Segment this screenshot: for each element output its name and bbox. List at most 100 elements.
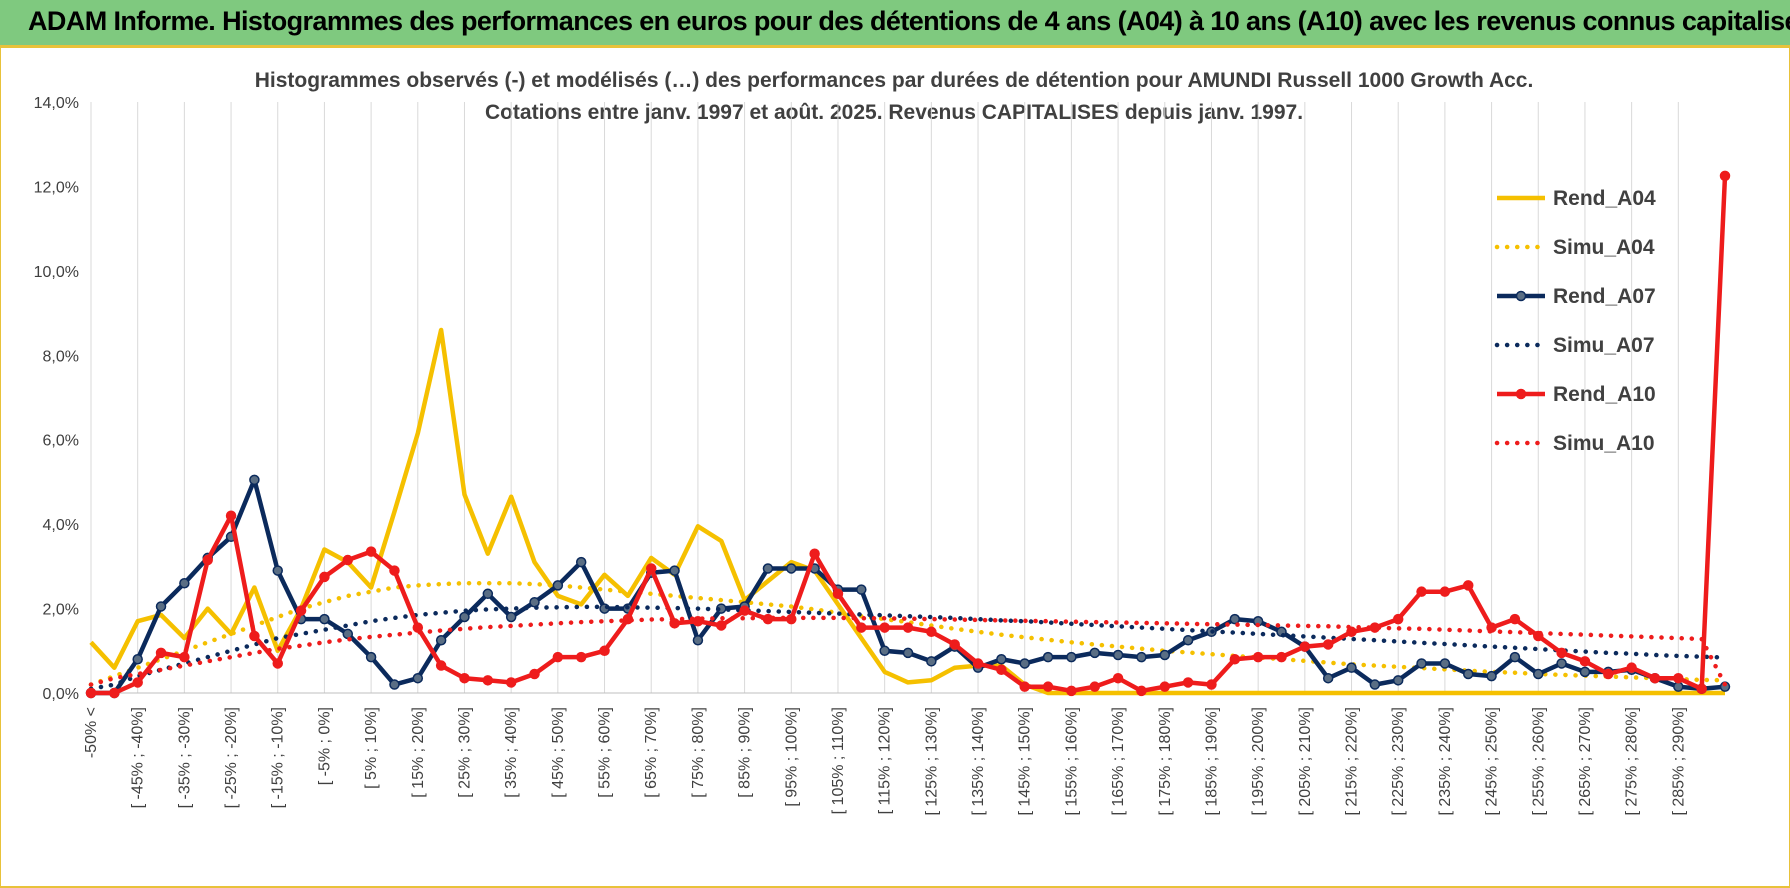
x-tick-label: [ 235% ; 240%]	[1437, 707, 1454, 816]
point-Rend_A07	[505, 611, 517, 623]
x-axis: -50% < [ -45% ; -40%] [ -35% ; -30%] [ -25%…	[83, 707, 1687, 816]
point-Rend_A10	[575, 651, 587, 663]
x-tick-label: [ 195% ; 200%]	[1250, 707, 1267, 816]
legend-label-Simu_A04: Simu_A04	[1553, 236, 1655, 259]
series-line-Simu_A04	[88, 580, 1728, 687]
point-Rend_A10	[1579, 656, 1591, 667]
point-Rend_A07	[482, 588, 494, 600]
point-Rend_A10	[295, 605, 307, 616]
point-Rend_A10	[342, 554, 354, 566]
point-Rend_A07	[552, 580, 564, 591]
point-Rend_A07	[1346, 662, 1357, 673]
banner-title: ADAM Informe. Histogrammes des performan…	[28, 6, 1790, 36]
point-Rend_A07	[669, 565, 680, 576]
point-Rend_A07	[902, 647, 914, 659]
legend-label-Simu_A07: Simu_A07	[1553, 334, 1655, 357]
point-Rend_A10	[879, 622, 890, 633]
point-Rend_A10	[902, 622, 914, 633]
point-Rend_A07	[575, 556, 587, 568]
point-Rend_A10	[109, 687, 120, 699]
point-Rend_A10	[459, 672, 470, 684]
x-tick-label: [ -5% ; 0%]	[316, 707, 333, 785]
point-Rend_A07	[132, 653, 143, 665]
point-Rend_A07	[692, 634, 704, 646]
point-Rend_A10	[1042, 681, 1054, 692]
point-Rend_A07	[249, 474, 260, 486]
point-Rend_A10	[552, 651, 564, 663]
x-tick-label: [ -45% ; -40%]	[130, 707, 147, 808]
point-Rend_A07	[926, 656, 937, 667]
gridlines	[90, 102, 1725, 694]
legend: Rend_A04 Simu_A04 Rend_A07 Simu_A07 Rend_A10…	[1494, 187, 1656, 455]
series-Rend_A10	[85, 170, 1731, 699]
point-Rend_A10	[1603, 668, 1614, 680]
point-Rend_A10	[272, 658, 283, 669]
y-tick-label: 12,0%	[34, 179, 79, 196]
point-Rend_A10	[1019, 681, 1030, 692]
x-tick-label: [ 145% ; 150%]	[1017, 707, 1034, 816]
x-tick-label: [ 65% ; 70%]	[643, 707, 660, 798]
y-axis: 0,0% 2,0% 4,0% 6,0% 8,0% 10,0% 12,0% 14,0%	[34, 95, 79, 703]
point-Rend_A10	[1462, 580, 1474, 591]
x-tick-label: [ -35% ; -30%]	[176, 707, 193, 808]
x-tick-label: [ 265% ; 270%]	[1577, 707, 1594, 816]
chart-frame: Histogrammes observés (-) et modélisés (…	[0, 48, 1790, 888]
series-Simu_A04	[88, 580, 1728, 687]
y-tick-label: 8,0%	[43, 348, 79, 365]
point-Rend_A10	[1649, 672, 1661, 684]
point-Rend_A10	[1252, 651, 1264, 663]
legend-marker-Rend_A07	[1515, 290, 1527, 302]
point-Rend_A07	[1416, 658, 1427, 669]
x-tick-label: [ 85% ; 90%]	[737, 707, 754, 798]
point-Rend_A07	[155, 601, 167, 612]
y-tick-label: 14,0%	[34, 95, 79, 112]
x-tick-label: [ 95% ; 100%]	[783, 707, 800, 807]
point-Rend_A07	[435, 634, 447, 646]
point-Rend_A07	[1533, 668, 1544, 680]
point-Rend_A10	[389, 565, 400, 576]
y-tick-label: 0,0%	[43, 686, 79, 703]
point-Rend_A07	[996, 653, 1007, 665]
x-tick-label: [ 285% ; 290%]	[1670, 707, 1687, 816]
point-Rend_A07	[412, 672, 424, 684]
x-tick-label: [ 245% ; 250%]	[1484, 707, 1501, 816]
point-Rend_A07	[1042, 651, 1054, 663]
legend-marker-Rend_A10	[1515, 388, 1527, 400]
x-tick-label: [ 55% ; 60%]	[597, 707, 614, 798]
point-Rend_A07	[1322, 672, 1334, 684]
point-Rend_A10	[856, 622, 867, 633]
point-Rend_A07	[786, 563, 797, 574]
point-Rend_A07	[365, 651, 377, 663]
point-Rend_A07	[856, 584, 867, 595]
point-Rend_A10	[1719, 170, 1731, 182]
point-Rend_A07	[389, 679, 400, 690]
point-Rend_A10	[926, 626, 937, 638]
point-Rend_A10	[1346, 626, 1357, 638]
point-Rend_A07	[529, 596, 540, 608]
series-Rend_A07	[85, 474, 1731, 699]
x-tick-label: [ 5% ; 10%]	[363, 707, 380, 789]
point-Rend_A10	[832, 588, 844, 600]
point-Rend_A10	[505, 677, 517, 688]
x-tick-label: [ 25% ; 30%]	[456, 707, 473, 798]
x-tick-label: [ 105% ; 110%]	[830, 707, 847, 814]
legend-label-Rend_A04: Rend_A04	[1553, 187, 1656, 210]
point-Rend_A07	[879, 645, 890, 657]
point-Rend_A07	[1159, 649, 1171, 661]
point-Rend_A07	[1019, 658, 1030, 669]
x-tick-label: [ 155% ; 160%]	[1063, 707, 1080, 816]
point-Rend_A10	[1206, 679, 1217, 690]
point-Rend_A10	[435, 660, 447, 671]
point-Rend_A07	[1439, 658, 1451, 669]
point-Rend_A10	[1112, 672, 1124, 684]
point-Rend_A07	[1486, 670, 1497, 682]
x-tick-label: [ 205% ; 210%]	[1297, 707, 1314, 816]
series-line-Simu_A07	[88, 604, 1728, 692]
point-Rend_A10	[949, 639, 960, 650]
point-Rend_A10	[1439, 586, 1451, 597]
point-Rend_A07	[319, 613, 330, 625]
series-Rend_A04	[89, 327, 1725, 696]
point-Rend_A10	[1229, 653, 1241, 665]
point-Rend_A07	[1579, 666, 1591, 678]
point-Rend_A10	[179, 651, 190, 663]
